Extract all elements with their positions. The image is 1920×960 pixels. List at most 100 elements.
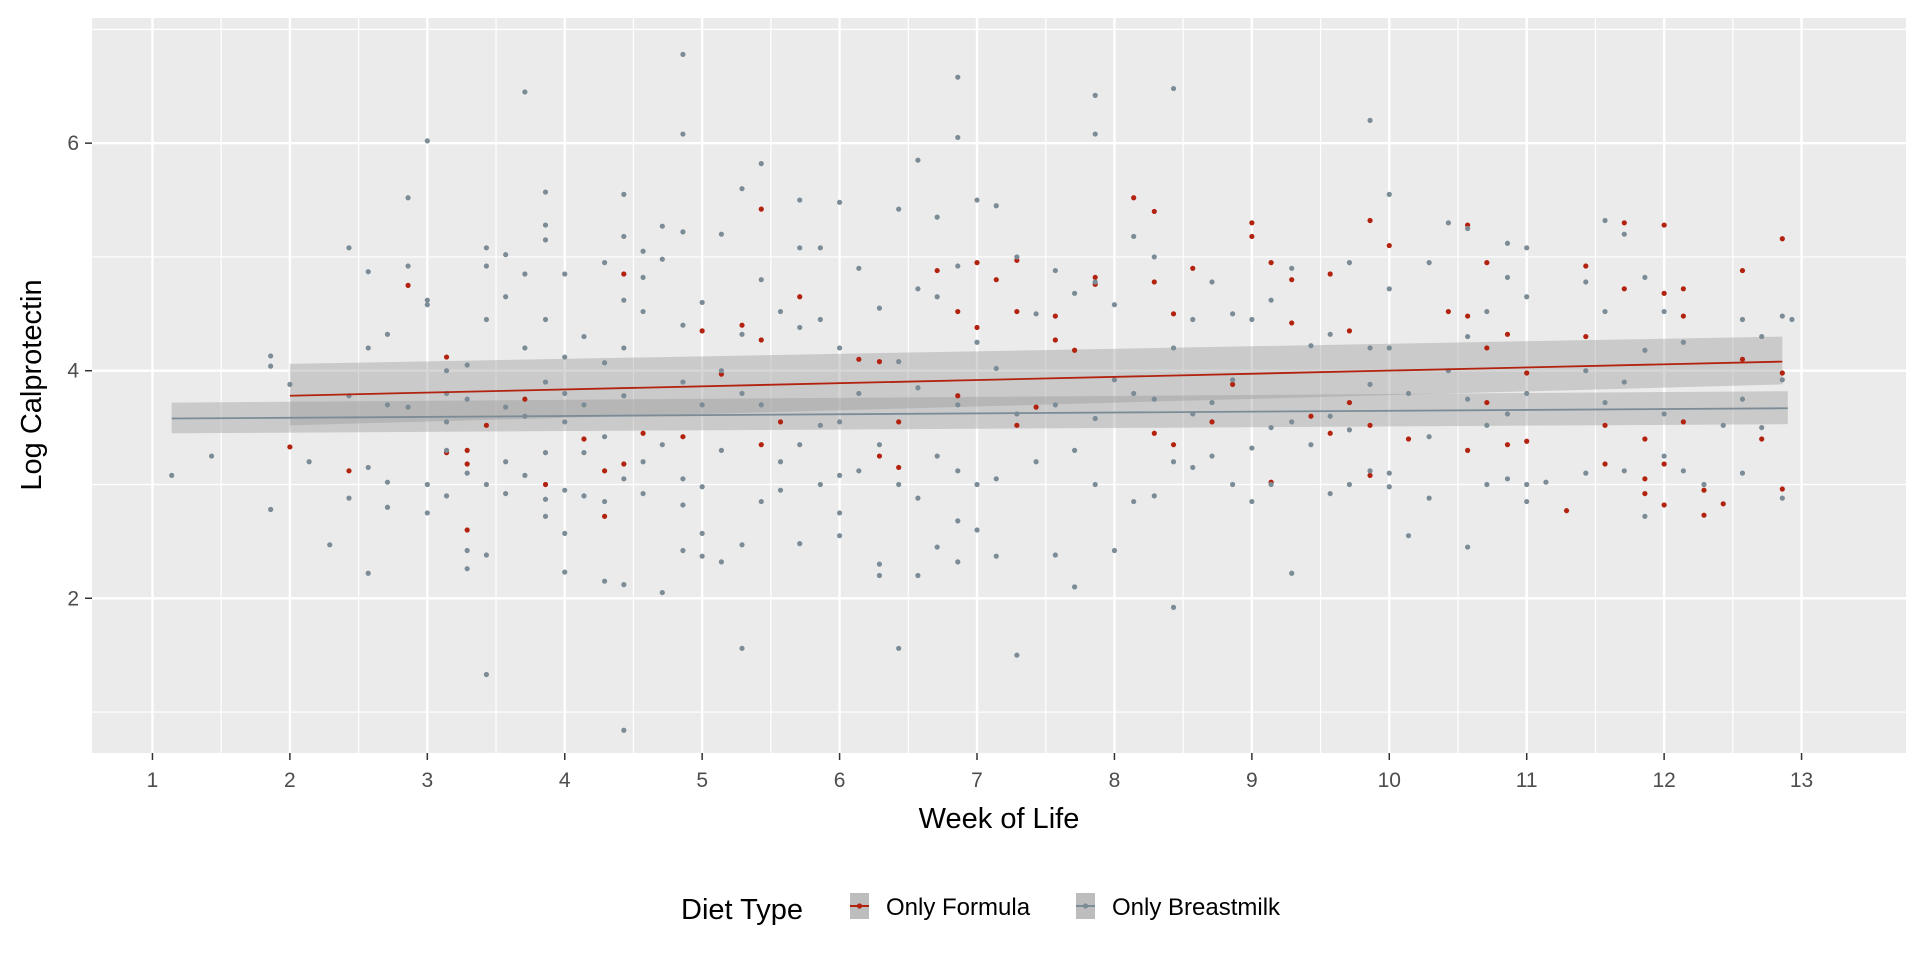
point-only-breastmilk (915, 572, 921, 579)
point-only-breastmilk (169, 472, 175, 478)
point-only-breastmilk (1739, 396, 1746, 402)
data-points (169, 51, 1795, 733)
point-only-formula (1014, 308, 1020, 315)
point-only-breastmilk (974, 527, 980, 533)
point-only-breastmilk (1151, 493, 1157, 499)
point-only-breastmilk (365, 269, 371, 275)
point-only-breastmilk (365, 570, 371, 576)
point-only-formula (1052, 337, 1058, 343)
point-only-breastmilk (1014, 254, 1020, 260)
point-only-breastmilk (955, 134, 961, 141)
point-only-breastmilk (1230, 377, 1236, 383)
point-only-formula (955, 308, 961, 315)
point-only-breastmilk (306, 459, 312, 465)
point-only-formula (1268, 260, 1274, 266)
point-only-breastmilk (680, 229, 686, 235)
point-only-formula (896, 464, 902, 471)
point-only-formula (464, 461, 470, 467)
trend-line-only-formula (289, 360, 1783, 397)
point-only-breastmilk (1111, 302, 1118, 308)
point-only-formula (758, 337, 764, 343)
point-only-breastmilk (562, 390, 568, 397)
point-only-formula (1033, 404, 1039, 410)
x-tick-label: 11 (1516, 769, 1538, 792)
point-only-breastmilk (1131, 390, 1137, 397)
point-only-breastmilk (1405, 533, 1412, 539)
point-only-breastmilk (1602, 308, 1608, 315)
x-tick-label: 3 (421, 769, 433, 792)
point-only-breastmilk (1052, 552, 1058, 558)
point-only-breastmilk (1739, 470, 1746, 476)
point-only-formula (1346, 399, 1353, 406)
point-only-breastmilk (384, 402, 391, 408)
point-only-breastmilk (955, 74, 961, 80)
point-only-breastmilk (1092, 481, 1098, 488)
point-only-formula (1308, 413, 1314, 419)
point-only-breastmilk (581, 402, 587, 408)
point-only-breastmilk (1386, 484, 1392, 490)
point-only-breastmilk (1524, 390, 1530, 397)
point-only-breastmilk (1092, 415, 1098, 422)
point-only-breastmilk (1720, 422, 1726, 428)
point-only-breastmilk (1052, 267, 1058, 274)
point-only-formula (797, 294, 803, 300)
point-only-breastmilk (268, 363, 274, 369)
point-only-breastmilk (640, 459, 646, 465)
point-only-formula (1720, 501, 1726, 507)
point-only-formula (1602, 422, 1608, 428)
point-only-formula (1524, 370, 1530, 376)
point-only-breastmilk (934, 453, 940, 459)
point-only-breastmilk (896, 359, 902, 365)
point-only-formula (1465, 313, 1471, 319)
point-only-breastmilk (739, 645, 745, 651)
point-only-breastmilk (993, 203, 999, 209)
point-only-breastmilk (1367, 468, 1373, 474)
point-only-breastmilk (503, 490, 509, 497)
point-only-breastmilk (1602, 399, 1608, 406)
point-only-breastmilk (1249, 445, 1255, 451)
point-only-formula (1190, 265, 1196, 271)
point-only-breastmilk (836, 510, 843, 516)
point-only-breastmilk (483, 263, 490, 269)
point-only-breastmilk (856, 390, 862, 397)
point-only-breastmilk (797, 197, 803, 203)
point-only-breastmilk (503, 252, 509, 258)
point-only-breastmilk (562, 354, 568, 360)
point-only-breastmilk (483, 316, 490, 323)
point-only-breastmilk (1779, 313, 1785, 319)
point-only-breastmilk (1346, 481, 1353, 488)
point-only-formula (405, 282, 411, 288)
point-only-breastmilk (699, 484, 705, 490)
point-only-breastmilk (659, 256, 665, 262)
point-only-breastmilk (896, 481, 902, 488)
point-only-formula (1170, 442, 1177, 448)
point-only-formula (1209, 419, 1215, 425)
point-only-breastmilk (955, 559, 961, 565)
point-only-breastmilk (1583, 368, 1589, 374)
point-only-breastmilk (1327, 490, 1333, 497)
point-only-breastmilk (1209, 453, 1215, 459)
point-only-breastmilk (640, 248, 646, 254)
point-only-breastmilk (1524, 481, 1530, 488)
point-only-breastmilk (542, 379, 549, 385)
point-only-formula (758, 442, 764, 448)
minor-gridlines (92, 18, 1906, 753)
point-only-formula (1680, 286, 1686, 292)
point-only-breastmilk (208, 453, 215, 459)
point-only-breastmilk (1504, 240, 1511, 246)
legend-key-only-breastmilk (1076, 893, 1095, 919)
point-only-breastmilk (718, 231, 725, 237)
point-only-breastmilk (443, 419, 450, 425)
point-only-breastmilk (974, 481, 980, 488)
legend-key-only-formula (850, 893, 869, 919)
point-only-formula (1484, 345, 1490, 351)
point-only-breastmilk (718, 368, 725, 374)
point-only-formula (1583, 263, 1589, 269)
point-only-formula (1504, 331, 1511, 337)
point-only-breastmilk (1621, 379, 1627, 385)
point-only-breastmilk (1465, 544, 1471, 550)
point-only-formula (876, 359, 883, 365)
confidence-ribbons (171, 336, 1788, 434)
point-only-breastmilk (797, 442, 803, 448)
point-only-breastmilk (699, 402, 705, 408)
